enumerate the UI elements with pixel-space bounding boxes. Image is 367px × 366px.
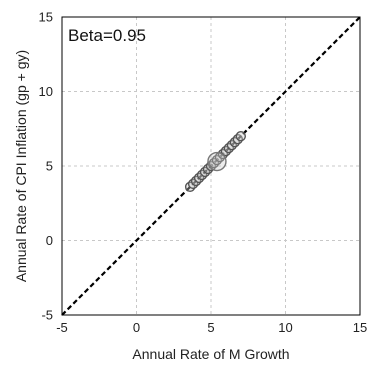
x-tick-label: 10 [278,320,292,335]
grid-lines [62,17,360,315]
y-tick-label: 0 [46,233,53,248]
x-tick-labels: -5 0 5 10 15 [56,320,367,335]
y-tick-labels: -5 0 5 10 15 [39,10,53,323]
y-tick-label: 5 [46,159,53,174]
data-point [207,151,227,172]
data-points [184,130,247,193]
beta-annotation: Beta=0.95 [68,26,146,45]
x-axis-title: Annual Rate of M Growth [132,346,289,362]
y-axis-title: Annual Rate of CPI Inflation (gp + gy) [13,50,29,282]
y-tick-label: 10 [39,84,53,99]
data-point [235,130,247,142]
y-tick-label: -5 [41,308,53,323]
y-tick-label: 15 [39,10,53,25]
x-tick-label: -5 [56,320,68,335]
plot-frame [61,16,361,316]
x-tick-label: 5 [207,320,214,335]
x-tick-label: 15 [353,320,367,335]
x-tick-label: 0 [133,320,140,335]
